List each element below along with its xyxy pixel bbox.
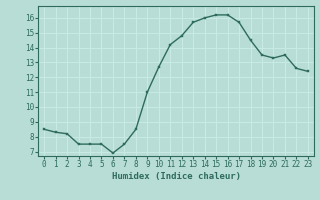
X-axis label: Humidex (Indice chaleur): Humidex (Indice chaleur) bbox=[111, 172, 241, 181]
